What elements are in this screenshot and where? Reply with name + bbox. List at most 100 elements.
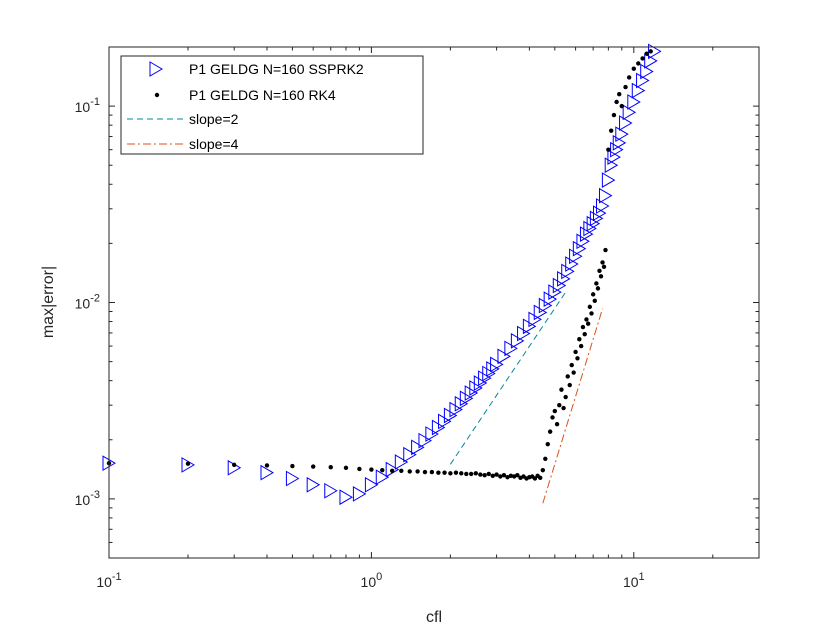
rk4-point xyxy=(582,331,587,337)
y-tick-label: 10-2 xyxy=(75,293,100,312)
x-tick-label: 100 xyxy=(361,571,383,590)
ssprk2-point xyxy=(615,126,629,143)
ssprk2-point xyxy=(619,115,633,131)
rk4-point xyxy=(592,298,597,304)
ssprk2-point xyxy=(473,375,488,391)
legend-label-slope4: slope=4 xyxy=(189,136,239,152)
rk4-point xyxy=(543,456,548,461)
rk4-point xyxy=(594,281,599,286)
rk4-point xyxy=(589,311,594,316)
rk4-point xyxy=(231,462,237,468)
rk4-point xyxy=(640,56,645,61)
ssprk2-point xyxy=(579,226,594,242)
ssprk2-point xyxy=(418,432,432,449)
ssprk2-point xyxy=(572,240,587,257)
rk4-point xyxy=(587,304,593,310)
rk4-point xyxy=(565,374,570,379)
rk4-point xyxy=(399,468,404,473)
rk4-point xyxy=(608,128,614,133)
ssprk2-point xyxy=(610,141,624,158)
rk4-point xyxy=(290,463,295,469)
rk4-point xyxy=(448,471,453,476)
rk4-point xyxy=(453,470,459,475)
x-tick-label: 10-1 xyxy=(96,571,121,590)
rk4-point xyxy=(482,473,487,478)
rk4-point xyxy=(407,469,412,474)
rk4-point xyxy=(343,465,349,470)
ssprk2-point xyxy=(589,210,604,227)
ssprk2-point xyxy=(285,470,300,487)
ssprk2-point xyxy=(548,284,562,300)
ssprk2-point xyxy=(640,63,654,80)
ssprk2-point xyxy=(478,370,492,386)
ssprk2-point xyxy=(569,248,583,265)
rk4-point xyxy=(490,473,495,479)
rk4-point xyxy=(590,292,596,297)
ssprk2-point xyxy=(583,220,597,237)
ssprk2-point xyxy=(306,476,321,493)
rk4-point xyxy=(185,461,191,466)
ssprk2-point xyxy=(339,489,353,506)
rk4-point xyxy=(600,260,605,265)
ssprk2-point xyxy=(592,205,607,222)
rk4-point xyxy=(606,147,611,152)
ssprk2-point xyxy=(425,426,439,442)
rk4-point xyxy=(575,356,580,361)
rk4-point xyxy=(598,274,604,279)
rk4-point xyxy=(538,475,543,481)
ssprk2-point xyxy=(364,476,379,493)
y-axis-title: max|error| xyxy=(40,266,57,338)
data-layer xyxy=(102,43,662,506)
ssprk2-point xyxy=(375,469,390,486)
rk4-point xyxy=(597,268,602,274)
ssprk2-point xyxy=(394,454,409,470)
rk4-point xyxy=(436,470,441,475)
rk4-point xyxy=(498,474,503,479)
ssprk2-point xyxy=(607,149,621,165)
legend-marker-rk4 xyxy=(154,92,160,98)
ssprk2-point xyxy=(543,291,558,308)
rk4-point xyxy=(422,469,428,475)
rk4-point xyxy=(464,471,469,477)
ssprk2-point xyxy=(352,486,367,502)
rk4-point xyxy=(644,51,649,56)
rk4-point xyxy=(573,349,578,355)
ssprk2-point xyxy=(464,385,479,401)
slope2-line xyxy=(449,291,567,465)
ssprk2-point xyxy=(454,395,469,412)
legend-label-slope2: slope=2 xyxy=(189,111,239,127)
rk4-point xyxy=(540,467,546,473)
y-tick-label: 10-1 xyxy=(75,96,100,115)
ssprk2-point xyxy=(469,380,483,396)
slope4-line xyxy=(542,308,604,504)
axes-layer: 10-1 100 101 10-3 10-2 10-1 xyxy=(75,46,760,590)
ssprk2-point xyxy=(504,340,518,357)
rk4-point xyxy=(459,471,464,476)
rk4-point xyxy=(369,467,374,472)
rk4-point xyxy=(501,473,507,478)
rk4-point xyxy=(563,394,568,400)
legend-label-ssprk2: P1 GELDG N=160 SSPRK2 xyxy=(189,61,364,77)
legend-marker-ssprk2 xyxy=(149,61,163,77)
rk4-point xyxy=(595,286,601,291)
rk4-point xyxy=(571,370,576,375)
rk4-point xyxy=(611,112,617,118)
rk4-point xyxy=(557,402,562,408)
rk4-point xyxy=(554,422,560,427)
rk4-point xyxy=(478,472,483,477)
x-axis-title: cfl xyxy=(426,609,442,626)
rk4-point xyxy=(545,441,550,447)
rk4-point xyxy=(264,463,270,468)
rk4-point xyxy=(515,473,520,478)
y-tick-label: 10-3 xyxy=(75,489,100,508)
rk4-point xyxy=(584,317,589,322)
rk4-point xyxy=(648,49,653,54)
rk4-point xyxy=(577,337,582,342)
ssprk2-point xyxy=(561,263,575,280)
ssprk2-point xyxy=(552,277,567,294)
ssprk2-point xyxy=(627,94,641,110)
rk4-point xyxy=(429,469,435,475)
rk4-point xyxy=(636,61,641,66)
rk4-point xyxy=(494,472,499,477)
